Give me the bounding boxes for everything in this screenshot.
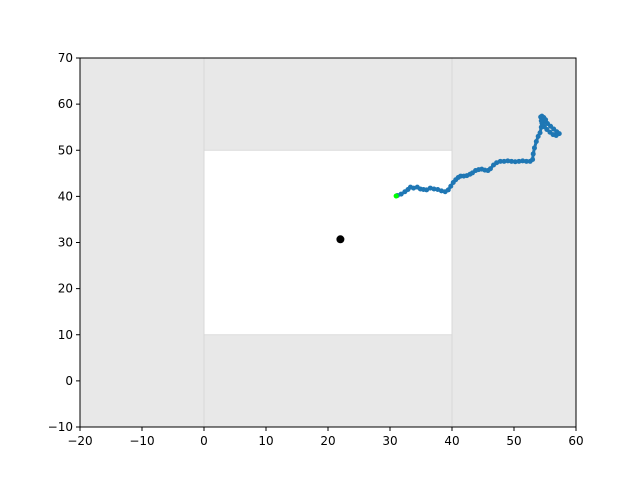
y-tick-label: 10 xyxy=(58,328,73,342)
series-0-point xyxy=(509,158,515,164)
series-0-point xyxy=(530,156,536,162)
series-1-point xyxy=(393,193,399,199)
y-tick-label: 40 xyxy=(58,189,73,203)
series-0-point xyxy=(535,133,541,139)
y-tick-label: 70 xyxy=(58,51,73,65)
x-tick-label: −20 xyxy=(67,434,92,448)
region-0 xyxy=(203,149,453,336)
y-tick-label: 30 xyxy=(58,236,73,250)
series-0-point xyxy=(530,151,536,157)
x-tick-label: 10 xyxy=(258,434,273,448)
series-0-point xyxy=(537,130,543,136)
series-0-point xyxy=(501,158,507,164)
series-0-point xyxy=(533,138,539,144)
x-tick-label: 60 xyxy=(568,434,583,448)
series-0-point xyxy=(512,159,518,165)
y-tick-label: 0 xyxy=(65,374,73,388)
series-0-point xyxy=(543,117,549,123)
plot-area xyxy=(80,58,576,427)
x-tick-label: 20 xyxy=(320,434,335,448)
y-tick-label: 60 xyxy=(58,97,73,111)
x-tick-label: 40 xyxy=(444,434,459,448)
series-0-point xyxy=(523,158,529,164)
x-tick-label: 0 xyxy=(200,434,208,448)
series-0-point xyxy=(424,187,430,193)
series-0-point xyxy=(431,186,437,192)
y-tick-label: −10 xyxy=(48,420,73,434)
series-0-point xyxy=(445,187,451,193)
x-tick-label: 50 xyxy=(506,434,521,448)
series-0-point xyxy=(520,158,526,164)
series-0-point xyxy=(505,158,511,164)
series-0-point xyxy=(398,191,404,197)
series-0-point xyxy=(497,158,503,164)
series-0-point xyxy=(487,166,493,172)
y-tick-label: 20 xyxy=(58,282,73,296)
series-0-point xyxy=(531,145,537,151)
series-0-point xyxy=(448,183,454,189)
x-tick-label: −10 xyxy=(129,434,154,448)
x-tick-label: 30 xyxy=(382,434,397,448)
series-0-point xyxy=(516,158,522,164)
series-2-point xyxy=(336,235,345,244)
y-tick-label: 50 xyxy=(58,143,73,157)
